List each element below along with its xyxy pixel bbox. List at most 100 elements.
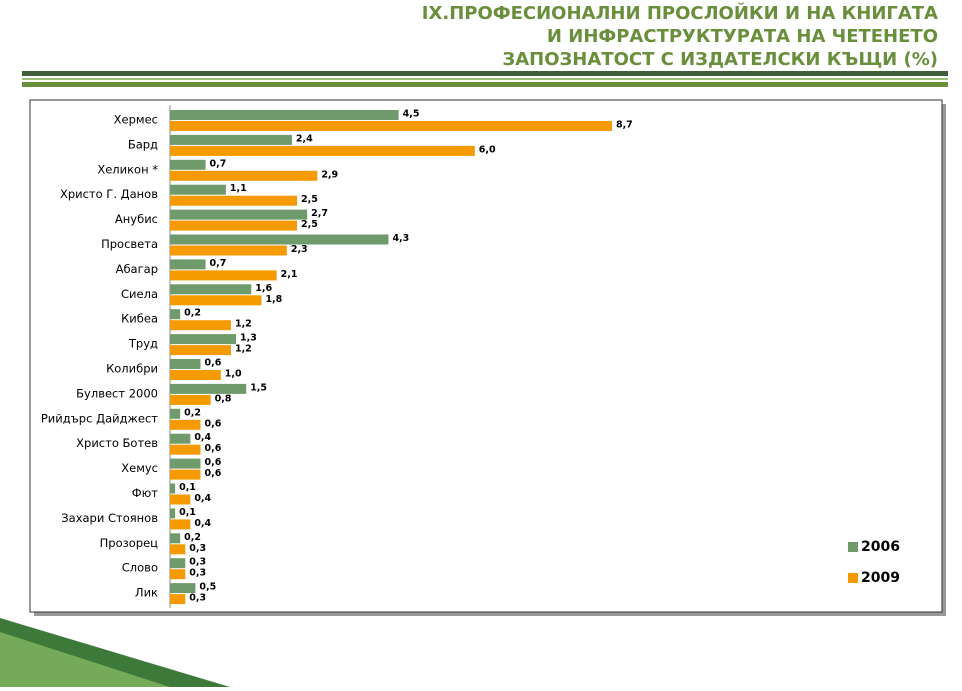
value-label: 1,3 <box>240 333 257 344</box>
value-label: 0,8 <box>215 393 232 404</box>
category-label: Булвест 2000 <box>76 386 158 400</box>
value-label: 0,6 <box>204 358 221 369</box>
category-label: Христо Г. Данов <box>60 187 158 201</box>
bar <box>170 134 292 145</box>
title-line: И ИНФРАСТРУКТУРАТА НА ЧЕТЕНЕТО <box>547 26 938 47</box>
value-label: 0,1 <box>179 482 196 493</box>
bar <box>170 508 176 519</box>
bar <box>170 383 247 394</box>
bar <box>170 334 237 345</box>
category-label: Абагар <box>116 262 158 276</box>
bar <box>170 394 211 405</box>
category-label: Хермес <box>114 113 158 127</box>
value-label: 4,3 <box>392 233 409 244</box>
bar <box>170 558 186 569</box>
value-label: 2,7 <box>311 208 328 219</box>
category-label: Слово <box>122 561 158 575</box>
decoration <box>0 632 170 687</box>
value-label: 4,5 <box>403 109 420 120</box>
value-label: 1,1 <box>230 183 247 194</box>
bar <box>170 170 318 181</box>
bar <box>170 270 277 281</box>
value-label: 0,3 <box>189 568 206 579</box>
legend-label: 2006 <box>861 539 900 555</box>
bar <box>170 145 475 156</box>
value-label: 0,7 <box>210 158 227 169</box>
value-label: 0,6 <box>204 443 221 454</box>
category-label: Колибри <box>106 362 158 376</box>
bar <box>170 370 221 380</box>
value-label: 0,2 <box>184 407 201 418</box>
bar <box>170 433 191 444</box>
chart-frame <box>29 99 943 613</box>
bar <box>170 569 186 580</box>
bar <box>170 469 201 480</box>
value-label: 1,2 <box>235 344 252 355</box>
value-label: 0,3 <box>189 593 206 604</box>
value-label: 8,7 <box>616 120 633 131</box>
bar <box>170 494 191 505</box>
plot: Хермес 4,5 8,7 Бард 2,4 6,0 Хеликон * 0,7 2,9 Хри… <box>41 109 900 605</box>
bar <box>170 209 308 220</box>
bar <box>170 195 297 206</box>
category-label: Рийдърс Дайджест <box>41 411 158 425</box>
value-label: 2,5 <box>301 194 318 205</box>
bar <box>170 220 297 231</box>
rule <box>22 71 948 76</box>
value-label: 1,6 <box>255 283 272 294</box>
category-label: Христо Ботев <box>76 436 158 450</box>
legend-swatch <box>848 542 858 552</box>
bar <box>170 594 186 605</box>
bar <box>170 159 206 170</box>
value-label: 0,4 <box>194 493 211 504</box>
legend-swatch <box>848 573 858 583</box>
value-label: 2,5 <box>301 219 318 230</box>
category-label: Анубис <box>115 212 158 226</box>
category-label: Фют <box>132 486 159 500</box>
title-line: IX.ПРОФЕСИОНАЛНИ ПРОСЛОЙКИ И НА КНИГАТА <box>422 2 938 24</box>
bar <box>170 121 612 131</box>
bar <box>170 583 196 594</box>
bar <box>170 519 191 530</box>
value-label: 0,2 <box>184 532 201 543</box>
category-label: Сиела <box>121 287 158 301</box>
value-label: 2,4 <box>296 133 313 144</box>
value-label: 0,6 <box>204 418 221 429</box>
value-label: 1,2 <box>235 319 252 330</box>
category-label: Захари Стоянов <box>61 511 158 525</box>
value-label: 6,0 <box>479 144 496 155</box>
rule <box>22 78 948 80</box>
value-label: 0,4 <box>194 432 211 443</box>
bar <box>170 234 389 245</box>
bar <box>170 444 201 455</box>
bar <box>170 245 287 256</box>
bar <box>170 544 186 555</box>
legend-label: 2009 <box>861 570 900 586</box>
bar <box>170 483 176 494</box>
title-line: ЗАПОЗНАТОСТ С ИЗДАТЕЛСКИ КЪЩИ (%) <box>502 49 938 70</box>
value-label: 0,2 <box>184 308 201 319</box>
value-label: 0,6 <box>204 457 221 468</box>
value-label: 2,1 <box>281 269 298 280</box>
bar <box>170 184 226 195</box>
value-label: 1,0 <box>225 369 242 380</box>
bar <box>170 284 252 295</box>
value-label: 1,5 <box>250 382 267 393</box>
category-label: Хемус <box>121 461 158 475</box>
value-label: 0,3 <box>189 543 206 554</box>
value-label: 0,6 <box>204 468 221 479</box>
value-label: 0,3 <box>189 557 206 568</box>
bar <box>170 458 201 469</box>
value-label: 2,3 <box>291 244 308 255</box>
bar <box>170 533 181 544</box>
bar <box>170 110 399 120</box>
value-label: 2,9 <box>321 169 338 180</box>
bar <box>170 345 231 356</box>
value-label: 0,4 <box>194 518 211 529</box>
value-label: 0,1 <box>179 507 196 518</box>
category-label: Труд <box>128 337 158 351</box>
value-label: 1,8 <box>265 294 282 305</box>
value-label: 0,5 <box>199 582 216 593</box>
bar <box>170 309 181 320</box>
